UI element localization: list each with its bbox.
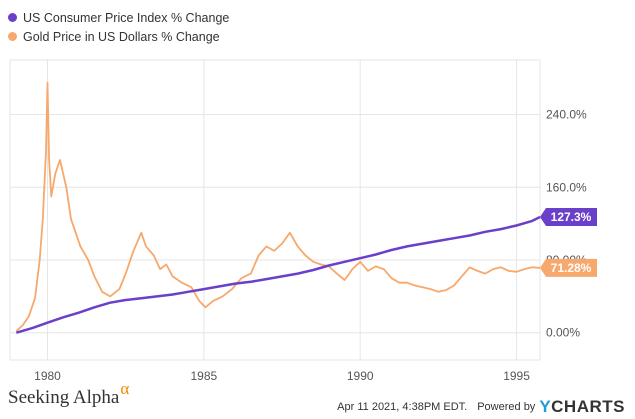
end-label-badge xyxy=(540,208,597,226)
powered-by-label: Powered by xyxy=(477,401,536,413)
x-tick-label: 1985 xyxy=(191,369,218,383)
seeking-alpha-logo[interactable]: Seeking Alphaα xyxy=(8,379,129,409)
x-tick-label: 1995 xyxy=(503,369,530,383)
timestamp: Apr 11 2021, 4:38PM EDT. xyxy=(337,401,468,413)
gold-series-line xyxy=(15,81,541,332)
x-tick-label: 1990 xyxy=(347,369,374,383)
legend-label: Gold Price in US Dollars % Change xyxy=(23,29,220,44)
end-label-text: 71.28% xyxy=(551,261,592,275)
legend-label: US Consumer Price Index % Change xyxy=(23,10,230,25)
brand-name: Seeking Alpha xyxy=(8,387,120,408)
plot-area xyxy=(9,59,541,361)
legend-item-cpi[interactable]: US Consumer Price Index % Change xyxy=(8,8,229,27)
legend-dot-icon xyxy=(8,13,17,22)
x-tick-label: 1980 xyxy=(34,369,61,383)
y-tick-label: 0.00% xyxy=(546,326,580,340)
cpi-end-label: 127.3% xyxy=(540,208,597,226)
y-tick-label: 160.0% xyxy=(546,180,587,194)
ycharts-logo[interactable]: YCHARTS xyxy=(539,397,625,416)
gold-end-label: 71.28% xyxy=(540,258,597,277)
y-tick-label: 240.0% xyxy=(546,108,587,122)
legend-item-gold[interactable]: Gold Price in US Dollars % Change xyxy=(8,27,229,46)
legend: US Consumer Price Index % Change Gold Pr… xyxy=(8,8,229,46)
end-label-badge xyxy=(540,258,597,277)
cpi-series-line xyxy=(15,215,541,334)
alpha-icon: α xyxy=(120,379,130,398)
end-label-text: 127.3% xyxy=(551,210,592,224)
legend-dot-icon xyxy=(8,32,17,41)
chart-credit: Apr 11 2021, 4:38PM EDT. Powered by YCHA… xyxy=(337,397,625,417)
